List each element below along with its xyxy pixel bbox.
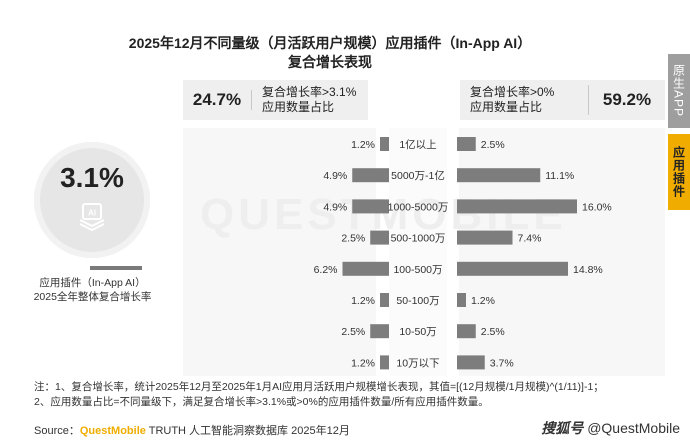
category-label-5: 50-100万 xyxy=(396,295,439,307)
footnote-1: 注：1、复合增长率，统计2025年12月至2025年1月AI应用月活跃用户规模增… xyxy=(34,381,604,393)
value-label-right-1: 11.1% xyxy=(545,170,574,182)
bar-right-5 xyxy=(457,293,466,307)
bar-left-5 xyxy=(380,293,389,307)
source-brand: QuestMobile xyxy=(79,425,146,437)
value-label-left-1: 4.9% xyxy=(323,170,347,182)
title-line1: 2025年12月不同量级（月活跃用户规模）应用插件（In-App AI） xyxy=(128,35,532,51)
bar-left-3 xyxy=(370,230,389,245)
value-label-left-4: 6.2% xyxy=(314,264,338,276)
category-label-2: 1000-5000万 xyxy=(388,201,449,213)
category-label-7: 10万以下 xyxy=(396,357,439,369)
left-panel-bg xyxy=(183,128,376,376)
value-label-left-2: 4.9% xyxy=(323,201,347,213)
value-label-right-4: 14.8% xyxy=(573,264,603,276)
bar-right-1 xyxy=(457,168,541,183)
bar-left-4 xyxy=(342,261,389,276)
category-label-6: 10-50万 xyxy=(399,326,436,338)
tab-native-app[interactable]: 原生APP xyxy=(668,54,690,128)
sohu-logo: 搜狐号 @QuestMobile xyxy=(541,418,680,438)
value-label-right-2: 16.0% xyxy=(582,201,612,213)
bar-left-0 xyxy=(380,137,389,151)
overall-growth-circle: 3.1% AI xyxy=(34,142,150,258)
value-label-left-6: 2.5% xyxy=(341,326,365,338)
bar-left-7 xyxy=(380,355,389,370)
footnotes: 注：1、复合增长率，统计2025年12月至2025年1月AI应用月活跃用户规模增… xyxy=(34,380,604,410)
bar-right-0 xyxy=(457,137,476,151)
overall-caption: 应用插件（In-App AI） 2025全年整体复合增长率 xyxy=(20,276,165,304)
bar-right-6 xyxy=(457,324,476,339)
ai-icon-label: AI xyxy=(88,209,96,218)
category-axis-bg xyxy=(389,128,447,376)
value-label-right-0: 2.5% xyxy=(481,139,505,151)
value-label-right-7: 3.7% xyxy=(490,357,514,369)
kpi-right-label: 复合增长率>0% 应用数量占比 xyxy=(460,85,589,115)
kpi-right-value: 59.2% xyxy=(602,90,652,109)
title-line2: 复合增长表现 xyxy=(288,54,372,70)
logo-mark: 搜狐号 xyxy=(541,420,584,436)
bar-right-3 xyxy=(457,230,513,245)
overall-caption-line2: 2025全年整体复合增长率 xyxy=(33,291,152,303)
kpi-left-label: 复合增长率>3.1% 应用数量占比 xyxy=(252,85,356,115)
kpi-right-label-line1: 复合增长率>0% xyxy=(470,85,555,99)
kpi-left-box: 24.7% 复合增长率>3.1% 应用数量占比 xyxy=(183,80,368,120)
source-prefix: Source： xyxy=(34,425,80,437)
value-label-right-6: 2.5% xyxy=(481,326,505,338)
category-label-0: 1亿以上 xyxy=(399,138,436,151)
bar-left-2 xyxy=(352,199,389,214)
value-label-right-3: 7.4% xyxy=(518,233,542,245)
value-label-left-3: 2.5% xyxy=(341,233,365,245)
logo-text: @QuestMobile xyxy=(587,420,680,436)
value-label-right-5: 1.2% xyxy=(471,295,495,307)
kpi-left-value: 24.7% xyxy=(183,90,252,110)
ai-chip-icon: AI xyxy=(79,203,105,232)
kpi-left-label-line1: 复合增长率>3.1% xyxy=(262,85,357,99)
bar-left-6 xyxy=(370,324,389,339)
value-label-left-0: 1.2% xyxy=(351,139,375,151)
kpi-right-label-line2: 应用数量占比 xyxy=(470,100,543,114)
bar-right-7 xyxy=(457,355,485,370)
category-label-3: 500-1000万 xyxy=(391,233,446,245)
source-line: Source：QuestMobile TRUTH 人工智能洞察数据库 2025年… xyxy=(34,422,350,438)
tab-app-plugin[interactable]: 应用插件 xyxy=(668,134,690,210)
bar-right-4 xyxy=(457,261,568,276)
overall-caption-line1: 应用插件（In-App AI） xyxy=(39,277,146,289)
circle-underline xyxy=(90,266,142,270)
overall-growth-value: 3.1% xyxy=(60,162,124,193)
kpi-left-label-line2: 应用数量占比 xyxy=(262,100,335,114)
source-rest: TRUTH 人工智能洞察数据库 2025年12月 xyxy=(145,425,350,437)
footnote-2: 2、应用数量占比=不同量级下，满足复合增长率>3.1%或>0%的应用插件数量/所… xyxy=(34,396,489,408)
bar-right-2 xyxy=(457,199,577,214)
chart-title: 2025年12月不同量级（月活跃用户规模）应用插件（In-App AI） 复合增… xyxy=(0,34,660,72)
category-label-4: 100-500万 xyxy=(393,264,442,276)
value-label-left-5: 1.2% xyxy=(351,295,375,307)
value-label-left-7: 1.2% xyxy=(351,357,375,369)
kpi-right-box: 复合增长率>0% 应用数量占比 59.2% xyxy=(460,80,665,120)
bar-left-1 xyxy=(352,168,389,183)
category-label-1: 5000万-1亿 xyxy=(391,169,445,182)
